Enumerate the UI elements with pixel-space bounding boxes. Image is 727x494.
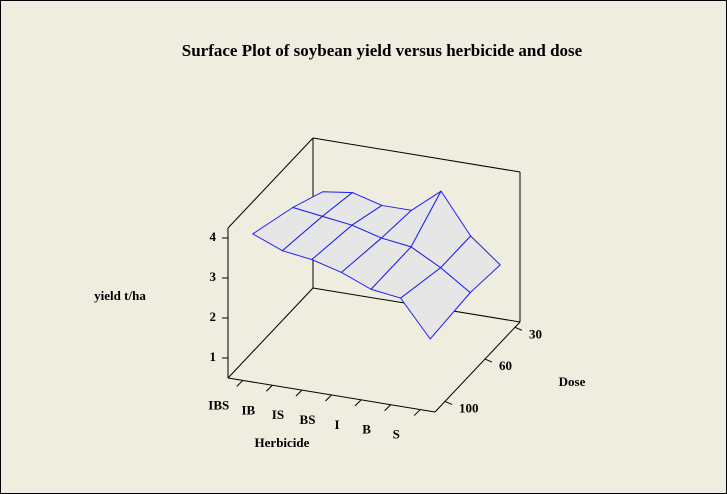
y-tick-label: 60 xyxy=(499,358,512,373)
x-tick xyxy=(236,380,244,387)
x-tick xyxy=(266,384,273,392)
x-tick xyxy=(295,389,303,397)
x-tick-label: S xyxy=(393,427,400,442)
axis-edge xyxy=(434,321,521,413)
x-tick xyxy=(354,399,362,407)
y-axis-label: Dose xyxy=(559,374,586,389)
x-tick-label: IBS xyxy=(208,397,229,412)
x-tick xyxy=(384,404,391,412)
z-tick-label: 4 xyxy=(210,229,217,244)
surface-cell xyxy=(399,267,471,340)
y-tick xyxy=(514,326,523,331)
y-tick-label: 100 xyxy=(459,400,479,415)
y-tick xyxy=(444,400,453,405)
x-tick xyxy=(413,409,421,416)
z-tick-label: 2 xyxy=(210,309,217,324)
y-tick xyxy=(484,358,493,363)
y-tick-label: 30 xyxy=(529,326,542,341)
z-axis-label: yield t/ha xyxy=(94,288,146,303)
x-tick-label: IS xyxy=(272,407,284,422)
box-edge xyxy=(227,287,314,379)
box-edge xyxy=(227,137,314,229)
z-tick-label: 1 xyxy=(210,349,217,364)
box-edge xyxy=(312,137,521,173)
x-tick xyxy=(325,394,332,402)
x-tick-label: B xyxy=(362,422,371,437)
x-tick-label: BS xyxy=(300,412,316,427)
z-tick-label: 3 xyxy=(210,269,217,284)
chart-title: Surface Plot of soybean yield versus her… xyxy=(182,41,583,60)
x-axis-label: Herbicide xyxy=(255,435,310,450)
x-tick-label: I xyxy=(335,417,340,432)
x-tick-label: IB xyxy=(241,402,255,417)
